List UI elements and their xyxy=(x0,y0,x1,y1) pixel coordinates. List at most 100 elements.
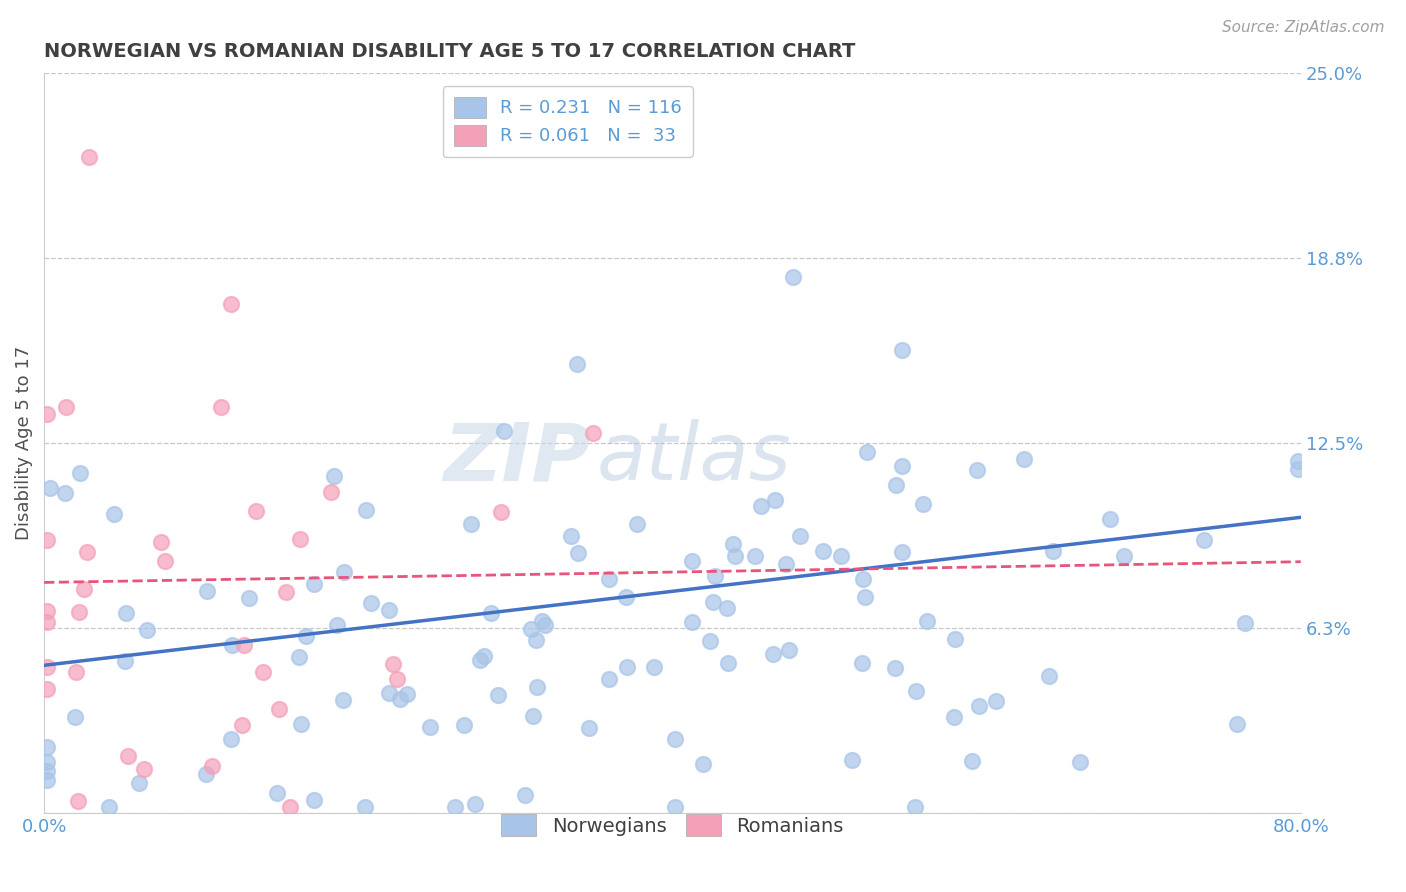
Point xyxy=(643,660,665,674)
Point xyxy=(194,767,217,781)
Point xyxy=(378,686,401,700)
Point xyxy=(77,149,100,163)
Point xyxy=(1234,615,1257,630)
Point xyxy=(395,687,418,701)
Point xyxy=(195,584,218,599)
Point xyxy=(761,647,783,661)
Point xyxy=(530,614,553,628)
Point xyxy=(598,572,620,586)
Point xyxy=(534,618,557,632)
Point xyxy=(565,357,588,371)
Point xyxy=(884,661,907,675)
Point xyxy=(238,591,260,606)
Point xyxy=(560,529,582,543)
Point xyxy=(278,800,301,814)
Point xyxy=(890,544,912,558)
Point xyxy=(724,549,747,563)
Point xyxy=(76,544,98,558)
Point xyxy=(664,800,686,814)
Point xyxy=(385,673,408,687)
Point xyxy=(841,754,863,768)
Point xyxy=(209,400,232,414)
Point xyxy=(460,516,482,531)
Point xyxy=(354,800,377,814)
Point xyxy=(717,656,740,670)
Point xyxy=(1042,543,1064,558)
Point xyxy=(117,748,139,763)
Point xyxy=(852,573,875,587)
Point xyxy=(943,632,966,646)
Point xyxy=(252,665,274,679)
Point xyxy=(884,478,907,492)
Point xyxy=(360,596,382,610)
Point xyxy=(37,660,59,674)
Point xyxy=(578,721,600,735)
Point xyxy=(322,469,344,483)
Point xyxy=(38,481,60,495)
Point xyxy=(664,731,686,746)
Point xyxy=(65,665,87,679)
Point xyxy=(598,673,620,687)
Point xyxy=(1192,533,1215,547)
Point xyxy=(488,688,510,702)
Point xyxy=(616,660,638,674)
Point xyxy=(681,615,703,629)
Point xyxy=(699,634,721,648)
Point xyxy=(763,493,786,508)
Point xyxy=(782,269,804,284)
Legend: Norwegians, Romanians: Norwegians, Romanians xyxy=(494,806,852,844)
Point xyxy=(582,425,605,440)
Point xyxy=(960,754,983,768)
Point xyxy=(37,533,59,547)
Point xyxy=(319,484,342,499)
Point xyxy=(37,764,59,778)
Point xyxy=(128,775,150,789)
Point xyxy=(890,343,912,358)
Point xyxy=(524,632,547,647)
Point xyxy=(288,532,311,546)
Point xyxy=(37,615,59,629)
Point xyxy=(775,558,797,572)
Point xyxy=(201,759,224,773)
Point xyxy=(276,585,298,599)
Point xyxy=(65,709,87,723)
Point xyxy=(915,614,938,628)
Point xyxy=(472,648,495,663)
Y-axis label: Disability Age 5 to 17: Disability Age 5 to 17 xyxy=(15,346,32,541)
Point xyxy=(942,709,965,723)
Point xyxy=(295,629,318,643)
Point xyxy=(986,694,1008,708)
Point xyxy=(479,607,502,621)
Point xyxy=(1114,549,1136,563)
Point xyxy=(789,528,811,542)
Point xyxy=(37,682,59,697)
Point xyxy=(67,794,90,808)
Point xyxy=(692,757,714,772)
Point xyxy=(911,497,934,511)
Point xyxy=(382,657,405,672)
Point xyxy=(98,800,121,814)
Point xyxy=(37,739,59,754)
Point xyxy=(419,720,441,734)
Point xyxy=(513,789,536,803)
Point xyxy=(813,543,835,558)
Point xyxy=(716,601,738,615)
Point xyxy=(53,486,76,500)
Point xyxy=(1286,462,1309,476)
Point xyxy=(302,793,325,807)
Point xyxy=(221,638,243,652)
Point xyxy=(37,772,59,787)
Point xyxy=(288,650,311,665)
Point xyxy=(219,732,242,747)
Point xyxy=(1014,451,1036,466)
Point xyxy=(464,797,486,812)
Point xyxy=(778,643,800,657)
Point xyxy=(851,656,873,670)
Point xyxy=(1038,669,1060,683)
Point xyxy=(233,639,256,653)
Point xyxy=(304,577,326,591)
Point xyxy=(388,692,411,706)
Point xyxy=(149,535,172,549)
Point xyxy=(37,755,59,769)
Point xyxy=(723,537,745,551)
